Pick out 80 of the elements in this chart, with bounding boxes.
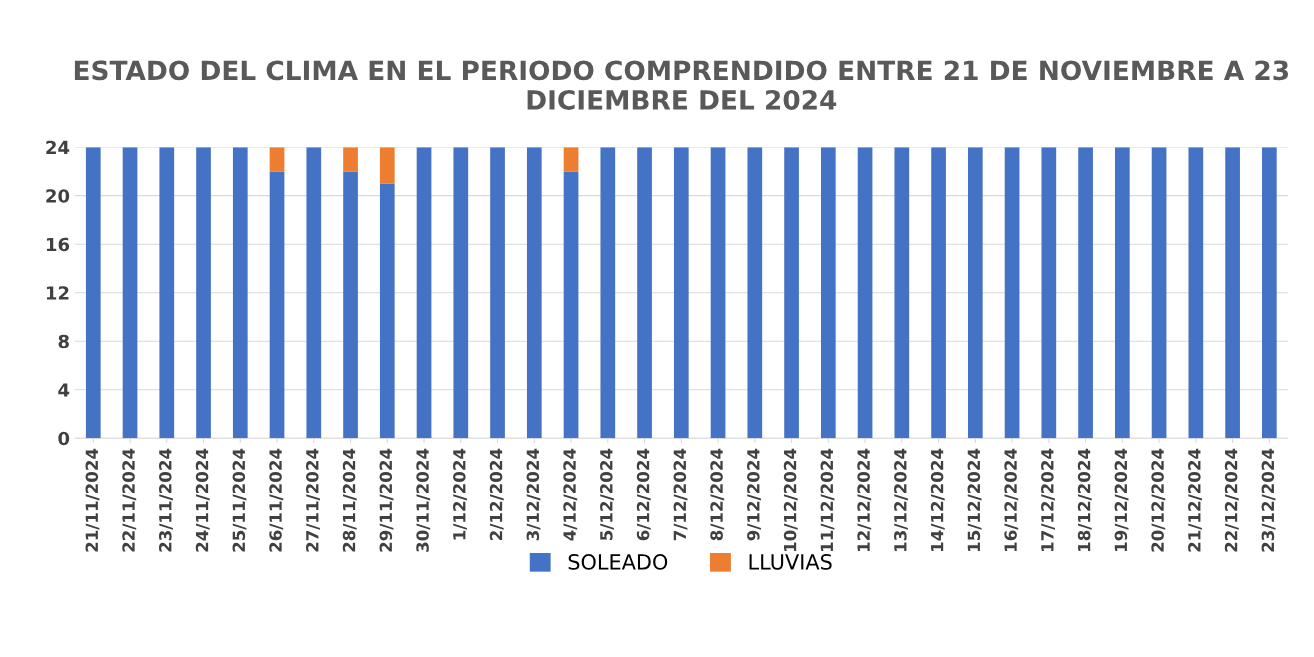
x-tick-label: 24/11/2024	[195, 448, 210, 552]
x-tick-label: 16/12/2024	[1004, 448, 1019, 552]
x-tick-label: 20/12/2024	[1151, 448, 1166, 552]
bar	[931, 147, 946, 439]
bar	[637, 147, 652, 439]
x-tick-label: 19/12/2024	[1114, 448, 1129, 552]
bar	[1004, 147, 1020, 439]
x-tick-label: 6/12/2024	[636, 448, 651, 541]
x-tick-label: 22/12/2024	[1224, 448, 1239, 552]
y-tick-label: 24	[46, 140, 70, 155]
x-tick-label: 29/11/2024	[379, 448, 394, 552]
bar	[710, 147, 726, 439]
bar	[1225, 147, 1240, 439]
x-tick-label: 21/12/2024	[1188, 448, 1202, 552]
y-tick-label: 0	[58, 431, 70, 446]
bar	[857, 147, 873, 439]
bar	[416, 147, 432, 439]
x-tick-label: 3/12/2024	[526, 448, 541, 541]
bar	[1188, 147, 1204, 439]
bar	[1114, 147, 1130, 439]
x-tick-label: 28/11/2024	[342, 448, 357, 552]
bar	[563, 147, 579, 172]
y-tick-label: 4	[58, 383, 70, 397]
bar	[453, 147, 469, 439]
x-tick-label: 2/12/2024	[489, 448, 504, 540]
bar	[894, 147, 910, 439]
x-tick-label: 26/11/2024	[269, 448, 284, 552]
bar	[1041, 147, 1057, 439]
bar	[1078, 147, 1093, 439]
bar	[490, 147, 505, 439]
bar	[269, 147, 285, 172]
bar	[343, 147, 358, 172]
x-tick-label: 9/12/2024	[747, 448, 761, 541]
bar	[526, 147, 542, 439]
x-tick-label: 12/12/2024	[857, 448, 872, 552]
x-tick-label: 25/11/2024	[232, 448, 247, 552]
x-tick-label: 23/11/2024	[159, 448, 173, 552]
bar	[306, 147, 322, 439]
x-tick-label: 7/12/2024	[673, 448, 688, 541]
y-tick-label: 16	[46, 237, 70, 252]
x-tick-label: 22/11/2024	[122, 448, 137, 552]
bar	[232, 147, 248, 439]
x-tick-label: 23/12/2024	[1261, 448, 1276, 552]
x-tick-label: 21/11/2024	[85, 448, 100, 552]
bar	[820, 147, 836, 439]
bar	[1151, 147, 1167, 439]
bar	[85, 147, 101, 439]
y-tick-label: 8	[58, 334, 69, 349]
x-tick-label: 27/11/2024	[306, 448, 320, 552]
y-tick-label: 12	[46, 286, 69, 300]
x-tick-label: 5/12/2024	[600, 448, 614, 541]
bar	[379, 183, 395, 439]
legend-label: LLUVIAS	[749, 554, 832, 570]
bar	[747, 147, 763, 439]
x-tick-label: 17/12/2024	[1041, 448, 1055, 552]
bar	[122, 147, 138, 439]
bar	[600, 147, 616, 439]
chart-title: ESTADO DEL CLIMA EN EL PERIODO COMPRENDIDO ENTRE 21 DE NOVIEMBRE A 23 DICIEMBRE DEL 2024	[74, 60, 1289, 110]
x-tick-label: 15/12/2024	[967, 448, 982, 552]
x-tick-label: 8/12/2024	[710, 448, 725, 541]
x-tick-label: 18/12/2024	[1077, 448, 1092, 552]
x-tick-label: 14/12/2024	[930, 448, 945, 552]
x-tick-label: 10/12/2024	[783, 448, 798, 552]
bar	[196, 147, 211, 439]
y-tick-label: 20	[46, 189, 70, 203]
bar	[379, 147, 395, 184]
bar	[269, 171, 285, 439]
bar	[563, 171, 579, 439]
x-tick-label: 4/12/2024	[563, 448, 578, 541]
bar	[673, 147, 689, 439]
x-tick-label: 1/12/2024	[453, 448, 467, 540]
bar	[1261, 147, 1277, 439]
bar	[343, 171, 358, 439]
bar	[784, 147, 799, 439]
x-tick-label: 30/11/2024	[416, 448, 431, 552]
legend-label: SOLEADO	[568, 554, 668, 570]
x-tick-label: 11/12/2024	[820, 448, 835, 552]
bar	[159, 147, 175, 439]
x-tick-label: 13/12/2024	[894, 448, 908, 552]
bar	[967, 147, 983, 439]
